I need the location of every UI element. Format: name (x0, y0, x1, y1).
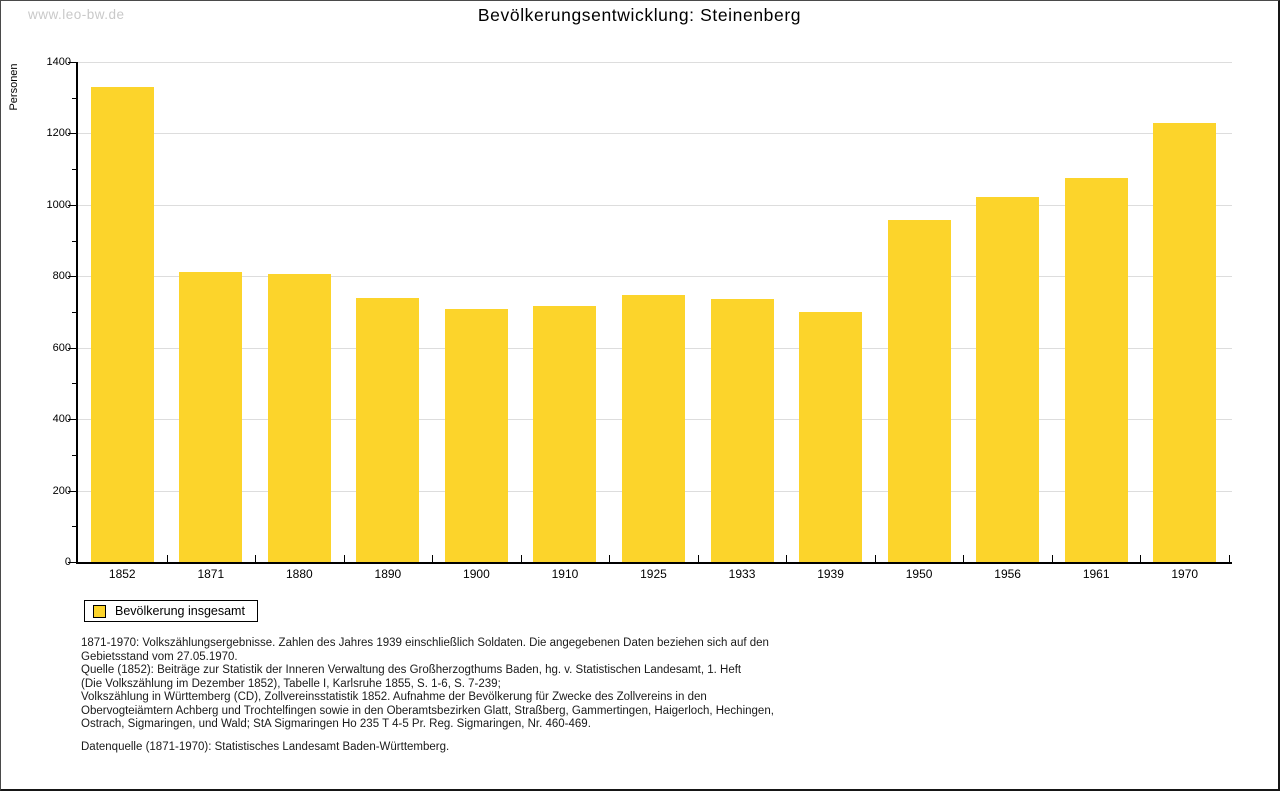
footnote-line: Volkszählung in Württemberg (CD), Zollve… (81, 691, 707, 703)
x-boundary-tick (1140, 555, 1142, 562)
y-tick-label: 1400 (46, 56, 71, 68)
y-major-tick (68, 133, 76, 135)
bar-1961 (1064, 177, 1128, 562)
y-tick-label: 400 (52, 413, 71, 426)
y-tick-label: 1000 (46, 198, 71, 211)
y-minor-tick (72, 526, 76, 528)
y-minor-tick (72, 240, 76, 242)
y-tick-label: 0 (64, 556, 71, 568)
y-axis-line (76, 62, 78, 564)
x-boundary-tick (697, 555, 699, 562)
x-tick-label: 1950 (905, 567, 933, 581)
x-tick-label: 1939 (817, 567, 844, 581)
y-minor-tick (72, 312, 76, 313)
y-major-tick (68, 347, 76, 349)
legend-box: Bevölkerung insgesamt (84, 600, 258, 622)
footnote-line: 1871-1970: Volkszählungsergebnisse. Zahl… (81, 637, 769, 649)
footnote-line: Gebietsstand vom 27.05.1970. (81, 650, 238, 663)
x-tick-label: 1933 (728, 567, 756, 581)
y-minor-tick (72, 383, 76, 385)
bar-1880 (267, 273, 331, 562)
source-footnotes: 1871-1970: Volkszählungsergebnisse. Zahl… (81, 637, 774, 732)
x-boundary-tick (255, 555, 257, 562)
x-boundary-tick (786, 555, 788, 562)
watermark: www.leo-bw.de (28, 7, 125, 22)
x-boundary-tick (963, 555, 965, 562)
x-axis-line (76, 562, 1232, 564)
x-boundary-tick (520, 555, 522, 562)
x-tick-label: 1910 (551, 567, 579, 581)
x-tick-label: 1956 (994, 567, 1021, 581)
x-boundary-tick (1051, 555, 1053, 562)
y-gridline (76, 62, 1232, 63)
y-tick-label: 600 (52, 341, 71, 354)
x-tick-label: 1925 (640, 567, 667, 581)
y-major-tick (68, 276, 76, 278)
bar-1956 (976, 196, 1040, 562)
bar-1852 (90, 87, 154, 562)
y-major-tick (68, 562, 76, 563)
x-boundary-tick (1229, 555, 1230, 562)
datasource-line: Datenquelle (1871-1970): Statistisches L… (81, 741, 450, 753)
y-minor-tick (72, 454, 76, 456)
bar-1890 (356, 298, 420, 562)
bar-1925 (622, 294, 685, 562)
x-boundary-tick (432, 555, 434, 562)
bar-1950 (887, 219, 951, 562)
bar-1910 (533, 305, 597, 562)
y-minor-tick (72, 97, 76, 99)
y-gridline (76, 133, 1232, 135)
y-gridline (76, 204, 1232, 206)
bar-1970 (1153, 123, 1217, 562)
chart-title: Bevölkerungsentwicklung: Steinenberg (477, 5, 802, 25)
y-major-tick (68, 204, 76, 206)
x-tick-label: 1890 (374, 567, 402, 581)
footnote-line: (Die Volkszählung im Dezember 1852), Tab… (81, 677, 501, 690)
bar-1939 (799, 311, 863, 562)
x-tick-label: 1970 (1171, 567, 1199, 581)
x-boundary-tick (609, 555, 611, 562)
y-minor-tick (72, 169, 76, 171)
legend-swatch (93, 604, 106, 618)
x-tick-label: 1871 (197, 567, 225, 581)
bar-1900 (444, 308, 508, 562)
y-tick-label: 800 (52, 270, 71, 283)
x-tick-label: 1961 (1082, 567, 1110, 581)
x-boundary-tick (874, 555, 876, 562)
x-boundary-tick (166, 555, 168, 562)
x-boundary-tick (343, 555, 345, 562)
footnote-line: Obervogteiämtern Achberg und Trochtelfin… (81, 704, 774, 717)
x-tick-label: 1900 (463, 567, 490, 581)
y-gridline (76, 276, 1232, 278)
x-tick-label: 1852 (108, 567, 136, 581)
footnote-line: Quelle (1852): Beiträge zur Statistik de… (81, 664, 742, 676)
y-major-tick (68, 62, 76, 63)
legend-label: Bevölkerung insgesamt (115, 604, 245, 618)
y-axis-label: Personen (8, 63, 20, 111)
y-tick-label: 200 (52, 484, 71, 497)
footnote-line: Ostrach, Sigmaringen, und Wald; StA Sigm… (81, 718, 591, 730)
y-major-tick (68, 419, 76, 421)
bar-1933 (710, 299, 774, 562)
bar-1871 (179, 271, 243, 562)
y-major-tick (68, 490, 76, 492)
x-tick-label: 1880 (285, 567, 313, 581)
y-tick-label: 1200 (46, 127, 71, 140)
